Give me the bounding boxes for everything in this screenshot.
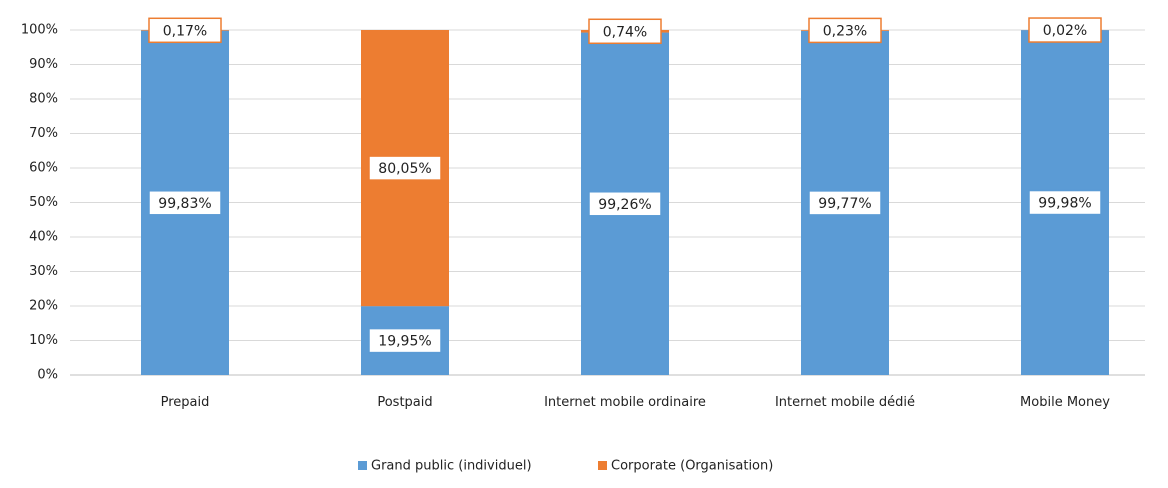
x-tick-label: Prepaid xyxy=(160,395,210,410)
data-label-box xyxy=(368,327,442,354)
x-tick-label: Internet mobile ordinaire xyxy=(544,395,706,410)
legend-swatch xyxy=(358,461,367,470)
y-tick-label: 70% xyxy=(29,126,58,141)
x-tick-label: Internet mobile dédié xyxy=(774,395,916,410)
data-label-box xyxy=(148,190,222,216)
data-label-box xyxy=(808,17,882,44)
data-label: 0,74% xyxy=(603,24,647,40)
y-tick-label: 0% xyxy=(37,368,58,383)
y-tick-label: 90% xyxy=(29,57,58,72)
data-label: 99,98% xyxy=(1038,196,1091,212)
data-label-box xyxy=(1028,189,1102,216)
data-label: 99,77% xyxy=(818,196,871,212)
y-tick-label: 80% xyxy=(29,92,58,107)
data-label-box xyxy=(1028,17,1102,43)
legend-label: Grand public (individuel) xyxy=(371,459,532,474)
data-label: 0,23% xyxy=(823,23,867,39)
x-tick-label: Postpaid xyxy=(377,395,433,410)
y-tick-label: 20% xyxy=(29,299,58,314)
data-label-box xyxy=(368,155,442,181)
y-tick-label: 50% xyxy=(29,195,58,210)
data-label: 80,05% xyxy=(378,161,431,177)
data-label-box xyxy=(148,17,222,44)
data-label-box xyxy=(588,18,662,45)
y-tick-label: 10% xyxy=(29,333,58,348)
data-label: 0,02% xyxy=(1043,23,1087,39)
x-tick-label: Mobile Money xyxy=(1020,395,1110,410)
data-label: 19,95% xyxy=(378,334,431,350)
data-label: 99,83% xyxy=(158,196,211,212)
y-tick-label: 100% xyxy=(21,23,58,38)
data-label: 99,26% xyxy=(598,197,651,213)
legend-label: Corporate (Organisation) xyxy=(611,459,773,474)
data-label: 0,17% xyxy=(163,23,207,39)
data-label-box xyxy=(808,190,882,216)
y-tick-label: 40% xyxy=(29,230,58,245)
legend-swatch xyxy=(598,461,607,470)
y-tick-label: 30% xyxy=(29,264,58,279)
data-label-box xyxy=(588,191,662,217)
y-tick-label: 60% xyxy=(29,161,58,176)
